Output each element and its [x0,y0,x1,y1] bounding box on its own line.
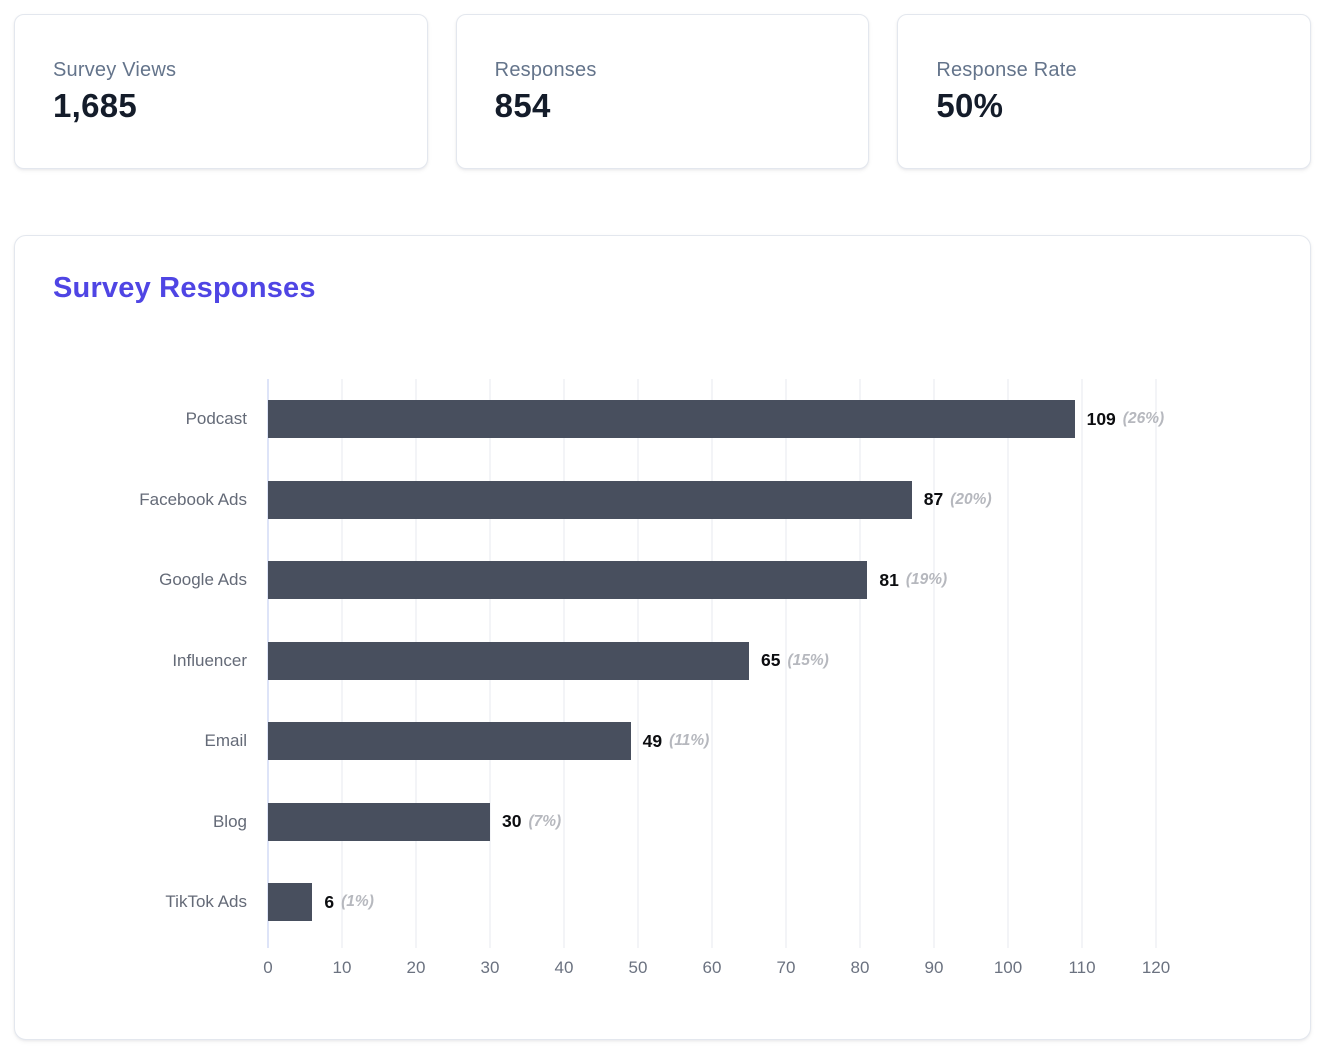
stat-value-response-rate: 50% [936,87,1004,124]
x-tick-label-70: 70 [776,958,796,977]
survey-responses-card: Survey Responses Podcast 109 (26%) Facebook… [14,235,1311,1040]
x-tick-label-10: 10 [332,958,352,977]
stat-label-survey-views: Survey Views [53,59,177,81]
stats-row: Survey Views 1,685 Responses 854 Respons… [14,14,1312,169]
bar-value-label: 65 [761,650,781,671]
gridline-x-110 [1081,379,1083,948]
bar-percent-label: (11%) [669,732,710,750]
gridline-x-70 [785,379,787,948]
stat-card-response-rate: Response Rate 50% [897,14,1312,169]
bar-percent-label: (26%) [1122,410,1165,428]
x-tick-label-20: 20 [406,958,426,977]
gridline-x-120 [1155,379,1157,948]
plot-area: Podcast 109 (26%) Facebook Ads 87 (20%) Google… [139,379,1164,948]
stat-card-survey-views: Survey Views 1,685 [14,14,428,169]
x-tick-label-0: 0 [263,958,273,977]
x-tick-label-120: 120 [1141,958,1171,977]
chart-row-google-ads: Google Ads 81 (19%) [159,540,1156,621]
bar-value-label: 87 [923,489,944,510]
x-tick-label-30: 30 [480,958,500,977]
x-tick-label-90: 90 [924,958,944,977]
x-axis-ticks: 0 10 20 30 40 50 60 70 80 90 100 110 120 [263,943,1170,993]
chart-title: Survey Responses [53,272,316,304]
chart-row-facebook-ads: Facebook Ads 87 (20%) [139,460,1156,541]
category-label: Email [204,731,247,751]
bar-percent-label: (7%) [528,812,562,830]
stat-value-survey-views: 1,685 [53,87,138,124]
bar-value-label: 109 [1086,408,1116,429]
x-tick-label-110: 110 [1068,958,1096,977]
bar-google-ads [268,561,868,600]
category-label: Influencer [172,650,247,670]
bar-email [268,722,631,761]
gridline-x-100 [1007,379,1009,948]
bar-value-label: 30 [502,811,522,832]
chart-row-blog: Blog 30 (7%) [213,782,1156,863]
x-tick-label-80: 80 [850,958,870,977]
category-label: Blog [212,811,247,831]
bar-influencer [268,641,749,680]
chart-row-podcast: Podcast 109 (26%) [186,379,1164,460]
bar-podcast [268,400,1075,439]
bar-value-label: 81 [879,569,899,590]
category-label: Facebook Ads [139,489,247,509]
stat-value-responses: 854 [494,87,551,124]
x-tick-label-50: 50 [628,958,648,977]
chart-rows: Podcast 109 (26%) Facebook Ads 87 (20%) Google… [139,379,1164,943]
stat-label-response-rate: Response Rate [936,59,1077,81]
stat-label-responses: Responses [494,59,597,81]
bar-percent-label: (20%) [950,490,992,508]
chart-row-email: Email 49 (11%) [204,701,1156,782]
bar-percent-label: (1%) [341,893,374,911]
bar-value-label: 6 [324,891,335,912]
category-label: Google Ads [159,570,247,590]
x-tick-label-60: 60 [702,958,722,977]
bar-percent-label: (19%) [905,571,948,589]
bar-tiktok-ads [268,883,313,922]
chart-row-influencer: Influencer 65 (15%) [172,621,1156,702]
bar-value-label: 49 [642,730,663,751]
bar-blog [268,802,490,841]
bar-facebook-ads [268,480,912,519]
x-tick-label-40: 40 [554,958,574,977]
category-label: Podcast [185,409,247,429]
category-label: TikTok Ads [165,892,247,912]
x-tick-label-100: 100 [993,958,1023,977]
gridline-x-80 [859,379,861,948]
bar-percent-label: (15%) [787,651,829,669]
stat-card-responses: Responses 854 [455,14,870,169]
bar-chart: Podcast 109 (26%) Facebook Ads 87 (20%) Google… [139,379,1170,993]
chart-row-tiktok-ads: TikTok Ads 6 (1%) [165,862,1156,943]
gridline-x-90 [933,379,935,948]
